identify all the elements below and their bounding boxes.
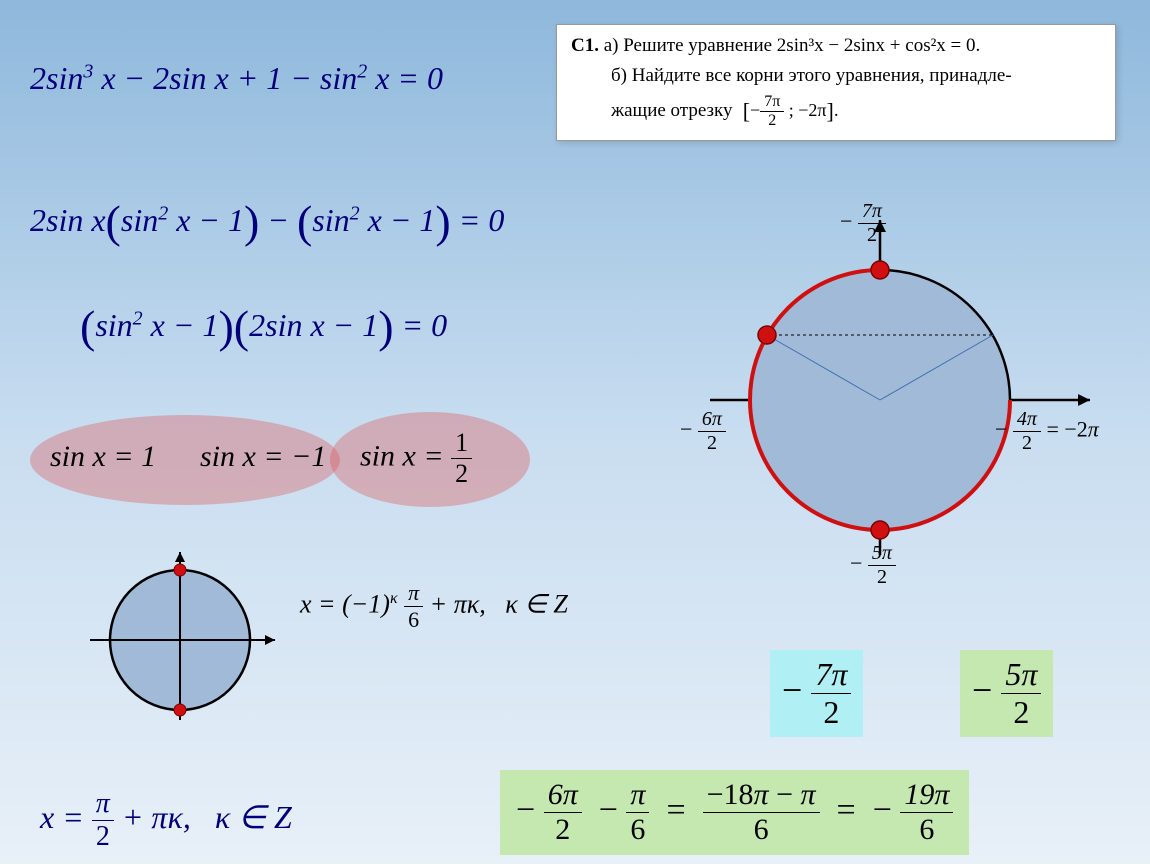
problem-part-b-line1: б) Найдите все корни этого уравнения, пр… bbox=[571, 65, 1101, 87]
circle-label-right: − 4π2 = −2π bbox=[995, 408, 1099, 455]
equation-1: 2sin3 x − 2sin x + 1 − sin2 x = 0 bbox=[30, 60, 443, 97]
answer-box-1: − 7π2 bbox=[770, 650, 863, 737]
equation-2: 2sin x(sin2 x − 1) − (sin2 x − 1) = 0 bbox=[30, 195, 504, 248]
solution-1: sin x = 1 bbox=[50, 440, 156, 474]
problem-label: С1. bbox=[571, 35, 599, 56]
problem-part-a: а) Решите уравнение 2sin³x − 2sinx + cos… bbox=[604, 35, 981, 56]
problem-part-b-line2: жащие отрезку bbox=[611, 100, 732, 121]
solution-2: sin x = −1 bbox=[200, 440, 326, 474]
solution-formula-1: x = (−1)κ π6 + πκ, κ ∈ Z bbox=[300, 580, 568, 633]
solution-formula-2: x = π2 + πκ, κ ∈ Z bbox=[40, 788, 292, 853]
circle-label-top: − 7π2 bbox=[840, 200, 886, 247]
big-unit-circle bbox=[690, 200, 1130, 600]
problem-statement-box: С1. а) Решите уравнение 2sin³x − 2sinx +… bbox=[556, 24, 1116, 141]
small-unit-circle bbox=[80, 540, 290, 750]
solution-3: sin x = 12 bbox=[360, 428, 472, 489]
answer-box-2: − 5π2 bbox=[960, 650, 1053, 737]
circle-label-bottom: − 5π2 bbox=[850, 542, 896, 589]
equation-3: (sin2 x − 1)(2sin x − 1) = 0 bbox=[80, 300, 447, 353]
circle-label-left: − 6π2 bbox=[680, 408, 726, 455]
calculation-strip: − 6π2 − π6 = −18π − π6 = − 19π6 bbox=[500, 770, 969, 855]
